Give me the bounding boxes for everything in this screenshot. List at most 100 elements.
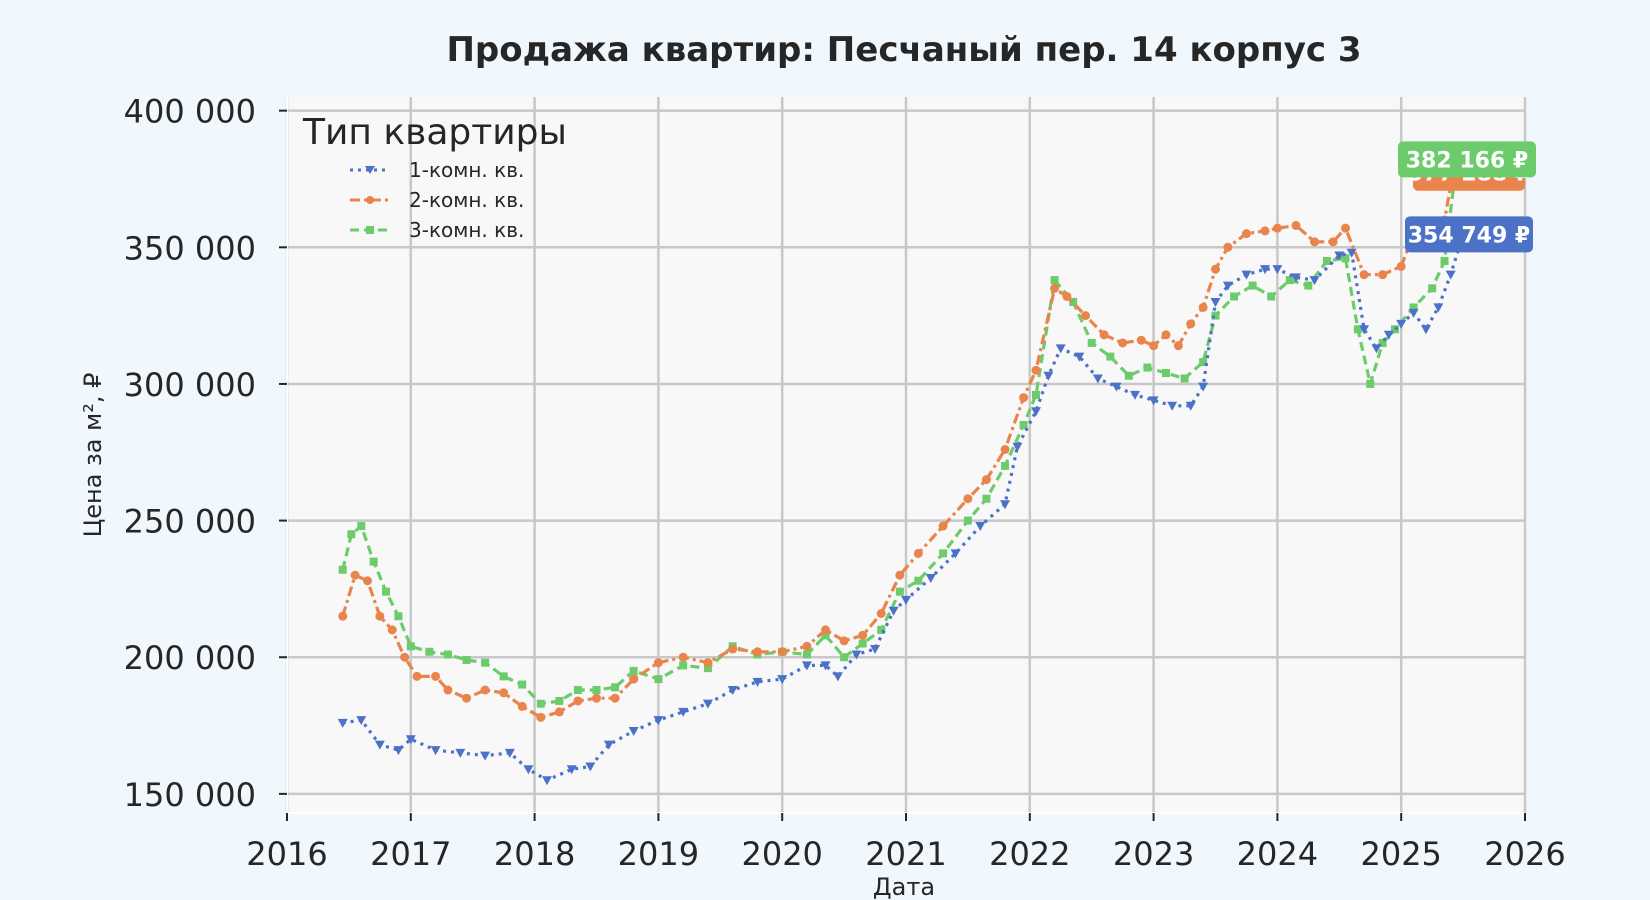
- data-point: [925, 573, 936, 583]
- y-tick-label: 350 000: [124, 229, 256, 267]
- data-point: [400, 652, 410, 662]
- y-tick-label: 150 000: [124, 776, 256, 814]
- data-point: [1149, 341, 1159, 351]
- data-point: [963, 516, 972, 525]
- data-point: [1173, 341, 1183, 351]
- data-point: [629, 666, 638, 675]
- data-point: [877, 625, 886, 634]
- data-point: [1322, 256, 1331, 265]
- data-point: [727, 686, 738, 696]
- legend-label-1room: 1-комн. кв.: [409, 158, 524, 182]
- data-point: [1062, 291, 1072, 301]
- y-tick-label: 250 000: [124, 503, 256, 541]
- data-point: [1161, 330, 1171, 340]
- x-tick-label: 2018: [494, 835, 575, 873]
- data-point: [1000, 445, 1010, 455]
- data-point: [821, 625, 831, 635]
- data-point: [1167, 401, 1178, 411]
- data-point: [431, 671, 441, 681]
- chart-title: Продажа квартир: Песчаный пер. 14 корпус…: [446, 30, 1361, 70]
- x-tick-label: 2026: [1484, 835, 1565, 873]
- data-point: [1310, 237, 1320, 247]
- legend-title: Тип квартиры: [302, 112, 567, 153]
- data-point: [1359, 325, 1370, 335]
- data-point: [1309, 276, 1320, 286]
- last-value-badge-1: 354 749 ₽: [1405, 216, 1533, 253]
- data-point: [858, 639, 867, 648]
- badge-label: 382 166 ₽: [1406, 148, 1528, 173]
- x-axis-label: Дата: [873, 873, 935, 900]
- data-point: [876, 609, 886, 619]
- data-point: [536, 699, 545, 708]
- data-point: [1241, 229, 1251, 239]
- data-point: [752, 677, 763, 687]
- data-point: [851, 650, 862, 660]
- data-point: [1371, 344, 1382, 354]
- x-tick-label: 2020: [741, 835, 822, 873]
- data-point: [1366, 379, 1375, 388]
- data-point: [1019, 420, 1028, 429]
- data-point: [405, 735, 416, 745]
- data-point: [1161, 369, 1170, 378]
- data-point: [499, 672, 508, 681]
- data-point: [832, 672, 843, 682]
- data-point: [1031, 365, 1041, 375]
- data-point: [1272, 223, 1282, 233]
- data-point: [611, 683, 620, 692]
- data-point: [554, 707, 564, 717]
- data-point: [629, 674, 639, 684]
- data-point: [1328, 237, 1338, 247]
- legend-label-3room: 3-комн. кв.: [409, 218, 524, 242]
- data-point: [1409, 303, 1418, 312]
- x-tick-label: 2023: [1113, 835, 1194, 873]
- series-1: [337, 230, 1469, 786]
- circle-marker-icon: [366, 196, 374, 204]
- data-point: [1019, 393, 1029, 403]
- data-point: [981, 475, 991, 485]
- data-point: [375, 611, 385, 621]
- x-tick-label: 2019: [618, 835, 699, 873]
- data-point: [752, 647, 762, 657]
- data-point: [592, 686, 601, 695]
- data-point: [1396, 261, 1406, 271]
- data-point: [1396, 319, 1407, 329]
- x-tick-label: 2022: [989, 835, 1070, 873]
- data-point: [610, 693, 620, 703]
- data-point: [628, 727, 639, 737]
- series-2: [338, 147, 1468, 722]
- data-point: [462, 693, 472, 703]
- data-point: [541, 776, 552, 786]
- badge-background: [1398, 141, 1536, 178]
- data-point: [1199, 358, 1208, 367]
- data-point: [455, 748, 466, 758]
- data-point: [678, 707, 689, 717]
- data-point: [975, 522, 986, 532]
- data-point: [840, 653, 849, 662]
- data-point: [1248, 281, 1257, 290]
- data-point: [369, 557, 378, 566]
- data-point: [566, 765, 577, 775]
- data-point: [801, 661, 812, 671]
- x-tick-label: 2025: [1360, 835, 1441, 873]
- data-point: [821, 631, 830, 640]
- data-point: [1340, 223, 1350, 233]
- data-point: [406, 642, 415, 651]
- data-point: [374, 740, 385, 750]
- data-point: [1180, 374, 1189, 383]
- data-point: [1069, 297, 1078, 306]
- badge-background: [1405, 216, 1533, 253]
- data-point: [523, 765, 534, 775]
- data-point: [653, 716, 664, 726]
- data-point: [393, 746, 404, 756]
- data-point: [462, 655, 471, 664]
- data-point: [1290, 273, 1301, 283]
- y-axis-label: Цена за м², ₽: [79, 373, 107, 538]
- series-layer: [337, 147, 1469, 786]
- data-point: [499, 688, 509, 698]
- data-point: [1285, 276, 1294, 285]
- data-point: [777, 675, 788, 685]
- data-point: [338, 565, 347, 574]
- x-tick-label: 2016: [246, 835, 327, 873]
- data-point: [1291, 220, 1301, 230]
